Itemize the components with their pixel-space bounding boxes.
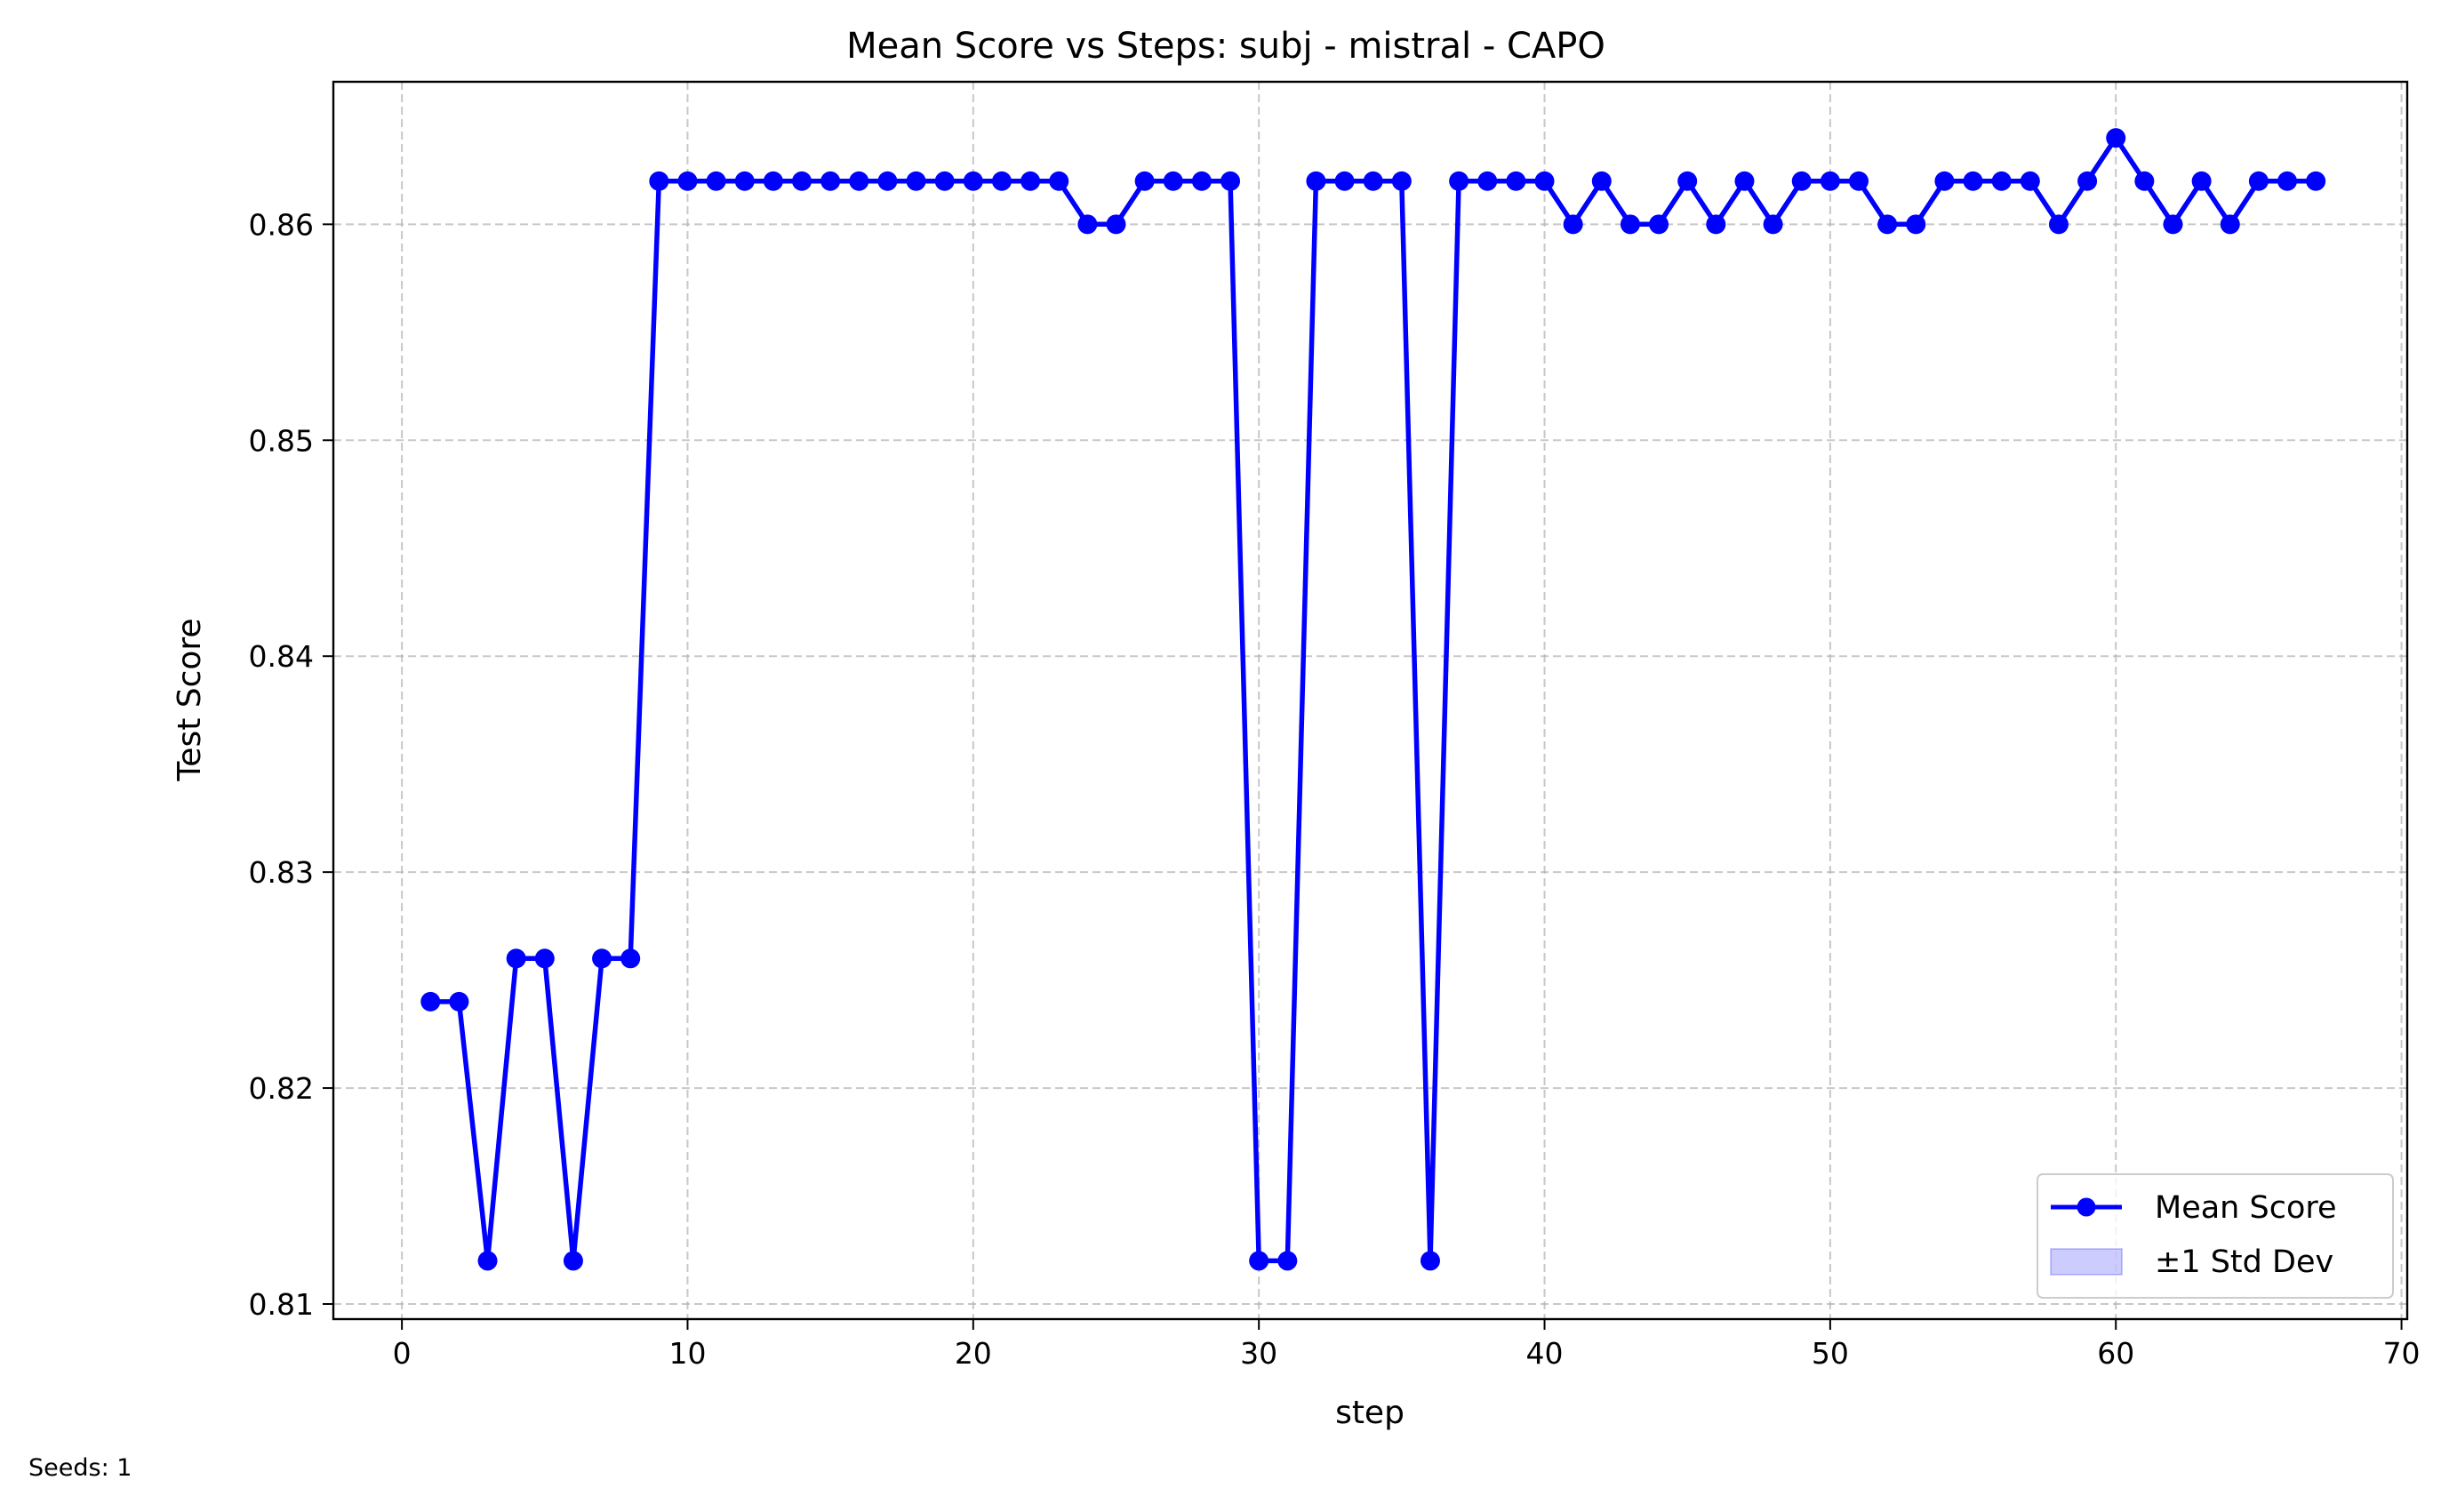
legend-marker-swatch: [2077, 1197, 2096, 1217]
data-point: [1649, 214, 1669, 235]
data-point: [763, 171, 783, 191]
data-point: [1734, 171, 1755, 191]
data-point: [1791, 171, 1812, 191]
data-point: [906, 171, 926, 191]
x-tick-label: 50: [1812, 1336, 1849, 1371]
data-point: [563, 1251, 583, 1271]
y-axis-label: Test Score: [172, 618, 208, 781]
data-point: [991, 171, 1012, 191]
data-point: [1020, 171, 1041, 191]
data-point: [1763, 214, 1783, 235]
y-tick-label: 0.85: [249, 423, 314, 458]
data-point: [1620, 214, 1640, 235]
data-point: [820, 171, 841, 191]
data-point: [934, 171, 955, 191]
data-point: [1963, 171, 1983, 191]
x-tick-label: 70: [2383, 1336, 2421, 1371]
chart-title: Mean Score vs Steps: subj - mistral - CA…: [846, 26, 1605, 67]
y-tick-label: 0.83: [249, 855, 314, 890]
data-point: [1563, 214, 1583, 235]
data-point: [1477, 171, 1498, 191]
grid-lines: [333, 82, 2407, 1319]
y-tick-label: 0.86: [249, 207, 314, 242]
data-point: [734, 171, 755, 191]
plot-frame: [332, 80, 2409, 1321]
data-point: [449, 991, 469, 1012]
data-point: [1163, 171, 1183, 191]
tick-labels: 0 10 20 30 40 50 60 70 0.81 0.82 0.83 0.84 0.85 0.86: [249, 207, 2421, 1371]
data-point: [1106, 214, 1126, 235]
data-point: [1991, 171, 2012, 191]
data-point: [592, 948, 612, 969]
y-tick-label: 0.84: [249, 639, 314, 674]
data-point: [2220, 214, 2240, 235]
data-point: [2020, 171, 2040, 191]
data-point: [420, 991, 441, 1012]
data-point: [1220, 171, 1241, 191]
data-point: [1706, 214, 1726, 235]
data-point: [534, 948, 555, 969]
legend: Mean Score ±1 Std Dev: [2037, 1173, 2394, 1299]
data-point: [1334, 171, 1355, 191]
data-point: [877, 171, 898, 191]
data-point: [2191, 171, 2212, 191]
legend-label-mean-score: Mean Score: [2155, 1190, 2337, 1226]
data-point: [1677, 171, 1698, 191]
data-point: [1534, 171, 1555, 191]
seeds-footnote: Seeds: 1: [28, 1454, 132, 1482]
data-point: [2106, 128, 2126, 148]
data-point: [1591, 171, 1612, 191]
data-point: [620, 948, 641, 969]
data-point: [1849, 171, 1869, 191]
x-axis-label: step: [1335, 1395, 1405, 1431]
legend-patch-swatch: [2050, 1248, 2123, 1276]
data-point: [1049, 171, 1069, 191]
data-point: [649, 171, 669, 191]
data-point: [2248, 171, 2269, 191]
y-tick-label: 0.82: [249, 1071, 314, 1106]
data-point: [1877, 214, 1898, 235]
data-point: [1077, 214, 1098, 235]
x-tick-label: 20: [955, 1336, 992, 1371]
data-point: [1506, 171, 1526, 191]
data-point: [1449, 171, 1469, 191]
data-point: [706, 171, 726, 191]
series-layer: [420, 128, 2326, 1271]
x-tick-label: 30: [1240, 1336, 1277, 1371]
data-point: [1934, 171, 1955, 191]
data-point: [1363, 171, 1383, 191]
data-point: [477, 1251, 498, 1271]
x-tick-label: 10: [668, 1336, 706, 1371]
data-point: [792, 171, 812, 191]
x-tick-label: 60: [2097, 1336, 2134, 1371]
data-point: [1391, 171, 1412, 191]
data-point: [1306, 171, 1326, 191]
data-point: [849, 171, 869, 191]
data-point: [677, 171, 698, 191]
x-tick-label: 40: [1526, 1336, 1564, 1371]
data-point: [2134, 171, 2155, 191]
legend-frame: [2037, 1173, 2394, 1299]
data-point: [506, 948, 526, 969]
axes: [323, 80, 2409, 1330]
data-point: [2077, 171, 2098, 191]
y-tick-label: 0.81: [249, 1287, 314, 1322]
data-point: [1249, 1251, 1269, 1271]
legend-label-std-dev: ±1 Std Dev: [2155, 1244, 2333, 1280]
data-point: [963, 171, 983, 191]
data-point: [1820, 171, 1840, 191]
x-tick-label: 0: [393, 1336, 412, 1371]
data-point: [1134, 171, 1155, 191]
data-point: [1420, 1251, 1440, 1271]
data-point: [2306, 171, 2326, 191]
data-point: [1277, 1251, 1298, 1271]
data-point: [2048, 214, 2069, 235]
data-point: [2277, 171, 2298, 191]
data-point: [2163, 214, 2183, 235]
data-point: [1906, 214, 1926, 235]
data-point: [1191, 171, 1212, 191]
